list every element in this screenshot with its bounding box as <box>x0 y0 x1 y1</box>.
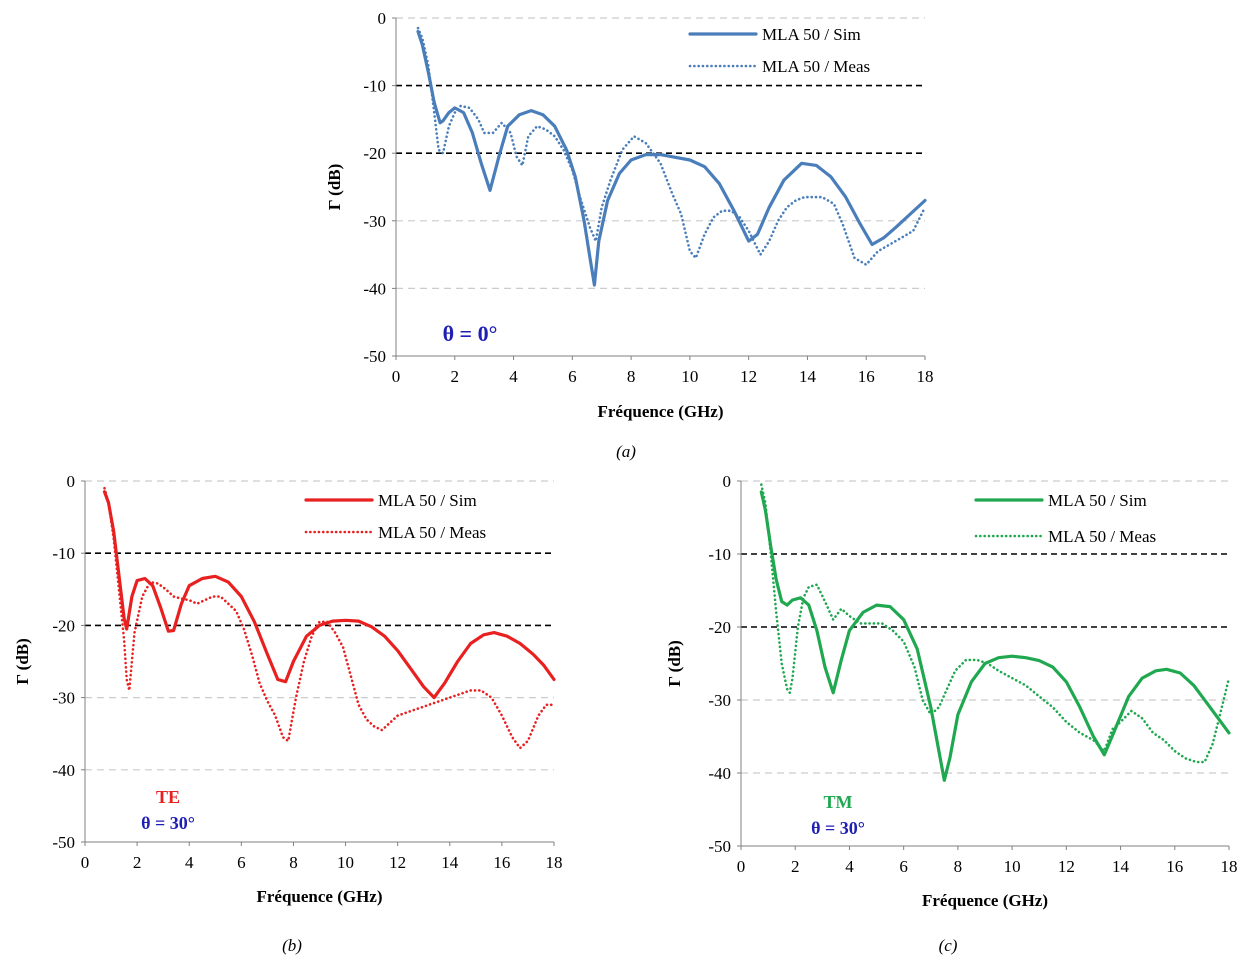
x-tick-label: 10 <box>337 853 354 872</box>
y-tick-label: -20 <box>363 144 386 163</box>
y-tick-label: -30 <box>708 691 731 710</box>
x-tick-label: 0 <box>737 857 746 876</box>
chart-panel-c: 0 -10 -20 -30 -40 -50 0 2 4 6 8 10 12 14 16 18 Fréquence… <box>665 472 1238 955</box>
y-tick-label: 0 <box>378 9 387 28</box>
x-tick-label: 12 <box>389 853 406 872</box>
x-tick-label: 14 <box>799 367 817 386</box>
y-tick-label: -40 <box>52 761 75 780</box>
series-line-sim <box>416 29 927 287</box>
x-tick-label: 14 <box>1112 857 1130 876</box>
x-tick-label: 12 <box>740 367 757 386</box>
chart-annotation: TM <box>824 792 853 812</box>
x-tick-label: 4 <box>845 857 854 876</box>
x-tick-label: 10 <box>1004 857 1021 876</box>
panel-caption: (a) <box>616 442 636 461</box>
y-tick-label: -50 <box>708 837 731 856</box>
x-axis-title: Fréquence (GHz) <box>922 891 1048 910</box>
x-tick-label: 10 <box>681 367 698 386</box>
y-tick-label: -20 <box>708 618 731 637</box>
x-tick-label: 6 <box>568 367 577 386</box>
y-axis-title: Γ (dB) <box>665 640 684 687</box>
chart-panel-a: 0 -10 -20 -30 -40 -50 0 2 4 6 8 10 12 14 16 18 Fréquence… <box>325 9 934 461</box>
y-tick-label: -40 <box>363 279 386 298</box>
x-tick-label: 6 <box>237 853 246 872</box>
y-tick-label: -40 <box>708 764 731 783</box>
y-tick-label: -50 <box>363 347 386 366</box>
x-tick-label: 18 <box>546 853 563 872</box>
panel-caption: (b) <box>282 936 302 955</box>
x-tick-label: 12 <box>1058 857 1075 876</box>
series-line-meas <box>103 486 556 750</box>
chart-annotation: θ = 30° <box>811 818 865 838</box>
legend-label: MLA 50 / Sim <box>378 491 477 510</box>
x-tick-label: 18 <box>917 367 934 386</box>
x-tick-label: 16 <box>1166 857 1183 876</box>
y-tick-label: -20 <box>52 616 75 635</box>
x-tick-label: 0 <box>81 853 90 872</box>
legend-label: MLA 50 / Meas <box>762 57 870 76</box>
x-tick-label: 2 <box>133 853 142 872</box>
chart-annotation: θ = 0° <box>443 321 498 346</box>
legend-label: MLA 50 / Meas <box>1048 527 1156 546</box>
x-tick-label: 16 <box>858 367 875 386</box>
panel-caption: (c) <box>939 936 958 955</box>
y-tick-label: 0 <box>723 472 732 491</box>
y-tick-label: -30 <box>363 212 386 231</box>
x-tick-label: 4 <box>185 853 194 872</box>
x-tick-label: 6 <box>899 857 908 876</box>
series-line-sim <box>102 490 556 700</box>
series-line-meas <box>759 483 1231 764</box>
chart-annotation: TE <box>156 787 180 807</box>
x-axis-title: Fréquence (GHz) <box>597 402 723 421</box>
x-tick-label: 8 <box>627 367 636 386</box>
y-axis-title: Γ (dB) <box>13 638 32 685</box>
x-tick-label: 0 <box>392 367 401 386</box>
x-tick-label: 16 <box>493 853 510 872</box>
x-tick-label: 18 <box>1221 857 1238 876</box>
x-tick-label: 2 <box>791 857 800 876</box>
x-tick-label: 8 <box>289 853 298 872</box>
y-tick-label: -10 <box>52 544 75 563</box>
y-tick-label: -30 <box>52 689 75 708</box>
y-tick-label: -10 <box>363 77 386 96</box>
legend-label: MLA 50 / Sim <box>762 25 861 44</box>
y-axis-title: Γ (dB) <box>325 164 344 211</box>
x-tick-label: 14 <box>441 853 459 872</box>
x-tick-label: 4 <box>509 367 518 386</box>
x-axis-title: Fréquence (GHz) <box>256 887 382 906</box>
y-tick-label: -10 <box>708 545 731 564</box>
x-tick-label: 2 <box>451 367 460 386</box>
legend-label: MLA 50 / Sim <box>1048 491 1147 510</box>
chart-annotation: θ = 30° <box>141 813 195 833</box>
series-line-meas <box>416 26 927 267</box>
y-tick-label: -50 <box>52 833 75 852</box>
chart-panel-b: 0 -10 -20 -30 -40 -50 0 2 4 6 8 10 12 14 16 18 Fréquence… <box>13 472 563 955</box>
x-tick-label: 8 <box>954 857 963 876</box>
y-tick-label: 0 <box>67 472 76 491</box>
legend-label: MLA 50 / Meas <box>378 523 486 542</box>
